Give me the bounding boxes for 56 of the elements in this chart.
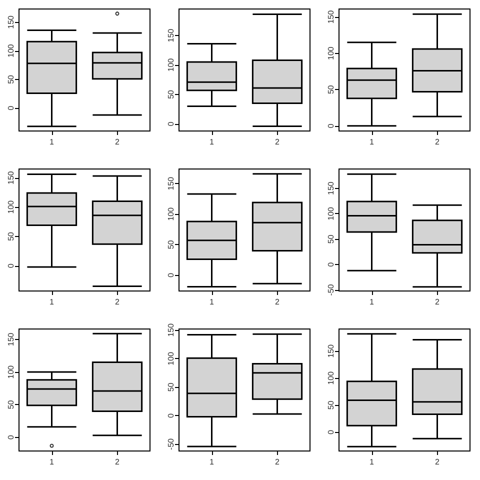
y-tick-label: 0 bbox=[326, 123, 336, 128]
y-tick-label: 150 bbox=[6, 170, 16, 184]
y-tick-label: 50 bbox=[166, 240, 176, 250]
y-tick-label: 100 bbox=[326, 46, 336, 60]
x-tick-label: 2 bbox=[435, 458, 440, 466]
y-tick-label: 50 bbox=[326, 84, 336, 94]
y-tick-label: 0 bbox=[166, 412, 176, 418]
y-tick-label: 100 bbox=[166, 58, 176, 72]
y-tick-label: 150 bbox=[326, 344, 336, 358]
y-tick-label: 100 bbox=[326, 206, 336, 220]
y-tick-label: 150 bbox=[6, 332, 16, 346]
y-tick-label: 100 bbox=[166, 206, 176, 221]
y-tick-label: 0 bbox=[326, 262, 336, 267]
x-tick-label: 1 bbox=[370, 138, 375, 146]
x-tick-label: 1 bbox=[210, 138, 215, 146]
y-tick-label: 0 bbox=[326, 429, 336, 434]
y-tick-label: -50 bbox=[166, 438, 176, 450]
y-tick-label: 0 bbox=[6, 434, 16, 440]
y-tick-label: 50 bbox=[166, 382, 176, 392]
x-tick-label: 2 bbox=[435, 138, 440, 146]
x-tick-label: 1 bbox=[50, 458, 55, 466]
y-tick-label: 50 bbox=[6, 231, 16, 241]
x-tick-label: 1 bbox=[370, 298, 375, 306]
x-tick-label: 2 bbox=[115, 458, 120, 466]
y-tick-label: -50 bbox=[326, 284, 336, 296]
y-tick-label: 0 bbox=[166, 121, 176, 126]
y-tick-label: 50 bbox=[326, 400, 336, 410]
y-tick-label: 100 bbox=[6, 364, 16, 379]
y-tick-label: 100 bbox=[6, 44, 16, 58]
y-tick-label: 0 bbox=[166, 272, 176, 278]
x-tick-label: 2 bbox=[275, 458, 280, 466]
x-tick-label: 2 bbox=[115, 138, 120, 146]
x-tick-label: 1 bbox=[50, 138, 55, 146]
y-tick-label: 100 bbox=[6, 200, 16, 214]
y-tick-label: 150 bbox=[6, 14, 16, 29]
x-tick-label: 2 bbox=[275, 298, 280, 306]
y-tick-label: 150 bbox=[166, 176, 176, 190]
x-tick-label: 2 bbox=[435, 298, 440, 306]
y-tick-label: 50 bbox=[166, 89, 176, 99]
x-tick-label: 2 bbox=[275, 138, 280, 146]
x-tick-label: 1 bbox=[210, 458, 215, 466]
x-tick-label: 2 bbox=[115, 298, 120, 306]
y-tick-label: 50 bbox=[6, 400, 16, 410]
y-tick-label: 150 bbox=[326, 10, 336, 24]
y-tick-label: 0 bbox=[6, 263, 16, 268]
y-tick-label: 50 bbox=[6, 74, 16, 84]
y-tick-label: 150 bbox=[166, 322, 176, 337]
x-tick-label: 1 bbox=[50, 298, 55, 306]
y-tick-label: 0 bbox=[6, 105, 16, 110]
x-tick-label: 1 bbox=[370, 458, 375, 466]
y-tick-label: 150 bbox=[166, 28, 176, 42]
x-tick-label: 1 bbox=[210, 298, 215, 306]
y-tick-label: 100 bbox=[166, 351, 176, 366]
y-tick-label: 100 bbox=[326, 370, 336, 385]
y-tick-label: 150 bbox=[326, 181, 336, 195]
y-tick-label: 50 bbox=[326, 234, 336, 244]
